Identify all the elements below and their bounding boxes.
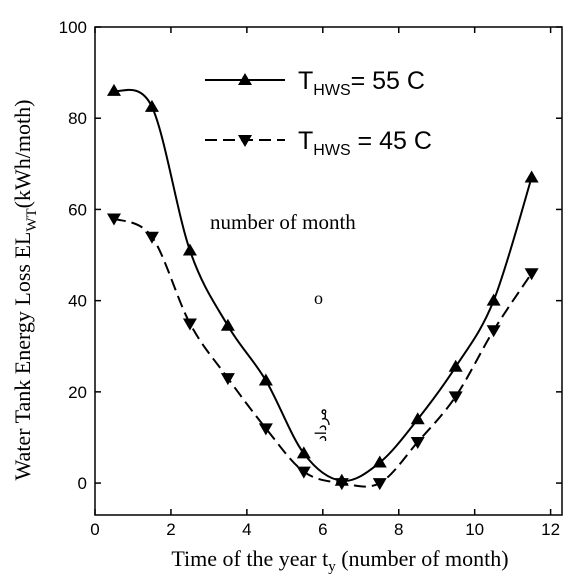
marker — [448, 391, 463, 404]
marker — [486, 325, 501, 338]
series-line — [113, 217, 533, 488]
legend-name: T — [298, 67, 313, 95]
x-title-sub: y — [328, 559, 336, 575]
legend-sub: HWS — [313, 142, 350, 159]
legend-label: THWS= 55 C — [298, 67, 425, 99]
legend-label: THWS = 45 C — [298, 127, 432, 159]
marker — [144, 231, 159, 244]
y-tick-label: 60 — [68, 200, 87, 219]
marker — [448, 359, 463, 372]
marker — [106, 213, 121, 226]
marker — [524, 268, 539, 281]
marker — [486, 293, 501, 306]
marker — [220, 318, 235, 331]
x-tick-label: 2 — [166, 520, 175, 539]
y-tick-label: 0 — [78, 474, 87, 493]
marker — [106, 83, 121, 96]
y-tick-label: 80 — [68, 109, 87, 128]
legend-rest: = 45 C — [351, 127, 432, 155]
legend-marker — [238, 73, 252, 85]
legend-marker — [238, 135, 252, 147]
marker — [410, 412, 425, 425]
marker — [410, 437, 425, 450]
y-tick-label: 20 — [68, 383, 87, 402]
marker — [182, 243, 197, 256]
annotation: مرداد — [314, 408, 330, 442]
legend-sub: HWS — [313, 82, 350, 99]
y-axis-title: Water Tank Energy Loss ELWT(kWh/moth) — [10, 100, 40, 481]
y-title-main: Water Tank Energy Loss EL — [10, 232, 35, 481]
annotation: o — [314, 288, 323, 308]
x-tick-label: 0 — [90, 520, 99, 539]
x-tick-label: 10 — [465, 520, 484, 539]
marker — [296, 446, 311, 459]
marker — [258, 423, 273, 436]
x-tick-label: 8 — [394, 520, 403, 539]
marker — [524, 170, 539, 183]
plot-frame — [94, 26, 563, 516]
x-tick-label: 4 — [242, 520, 251, 539]
annotation: number of month — [210, 210, 356, 234]
legend-name: T — [298, 127, 313, 155]
marker — [258, 373, 273, 386]
marker — [334, 478, 349, 491]
x-title-main: Time of the year t — [171, 546, 328, 571]
y-tick-label: 40 — [68, 292, 87, 311]
marker — [372, 455, 387, 468]
y-title-sub: WT — [24, 208, 40, 231]
marker — [296, 466, 311, 479]
marker — [372, 478, 387, 491]
x-tick-label: 6 — [318, 520, 327, 539]
marker — [182, 318, 197, 331]
x-axis-title: Time of the year ty (number of month) — [171, 546, 508, 575]
x-tick-label: 12 — [541, 520, 560, 539]
series-line — [113, 88, 533, 482]
y-title-tail: (kWh/moth) — [10, 100, 35, 209]
legend-rest: = 55 C — [351, 67, 425, 95]
marker — [220, 373, 235, 386]
y-tick-label: 100 — [59, 18, 87, 37]
marker — [144, 99, 159, 112]
x-title-tail: (number of month) — [336, 546, 509, 571]
